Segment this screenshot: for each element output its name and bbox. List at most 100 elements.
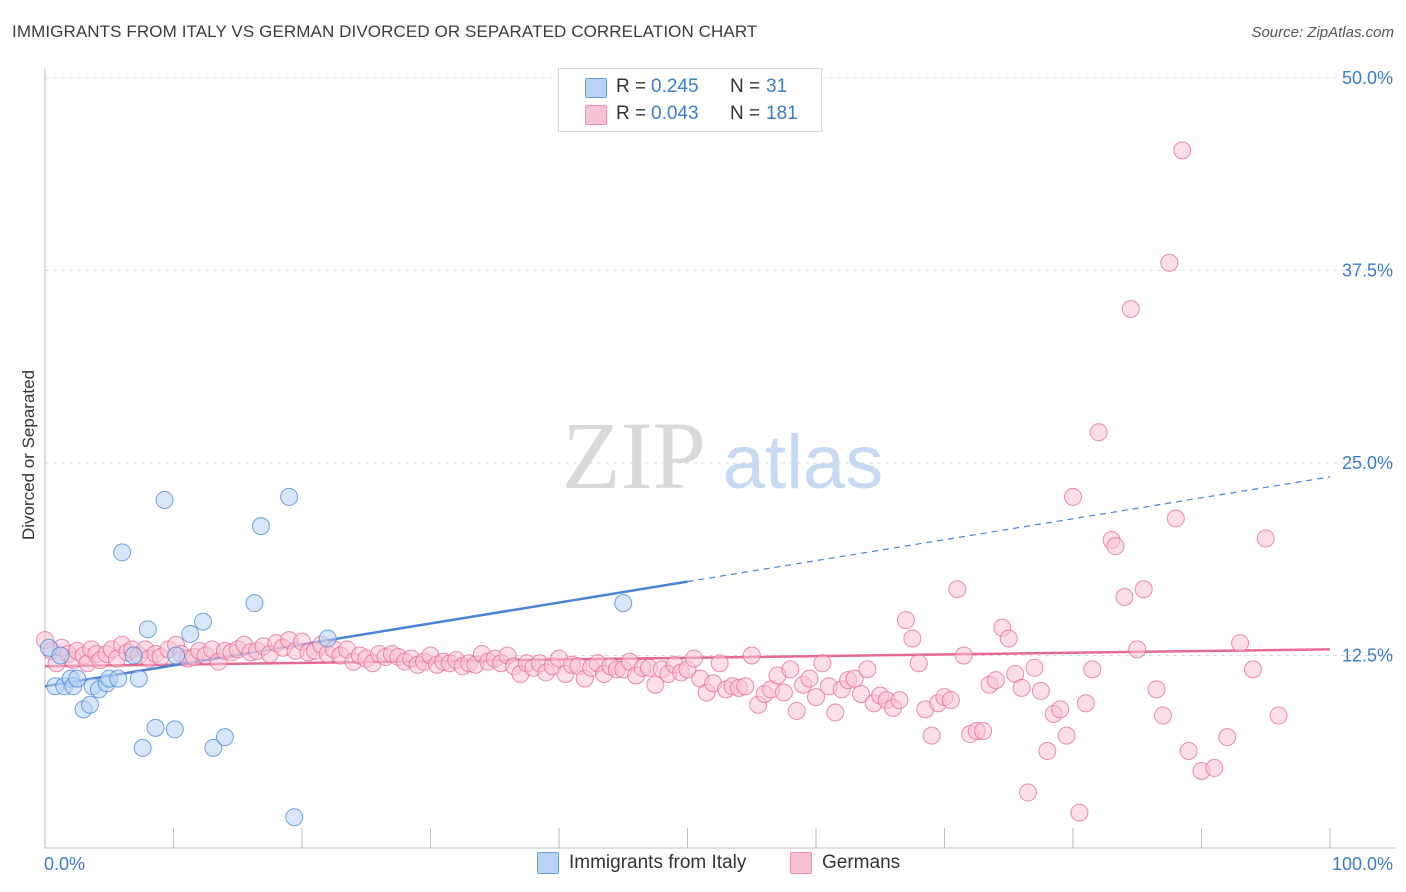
chart-title: IMMIGRANTS FROM ITALY VS GERMAN DIVORCED… — [12, 22, 758, 41]
germans-point — [684, 649, 703, 668]
germans-point — [1019, 783, 1038, 802]
germans-point — [1218, 728, 1237, 747]
legend-n-label: N = — [730, 76, 761, 97]
gridlines — [45, 77, 1395, 656]
italy-point — [181, 624, 200, 643]
italy-point — [318, 629, 337, 648]
germans-point — [1089, 423, 1108, 442]
italy-point — [138, 620, 157, 639]
italy-point — [251, 517, 270, 536]
germans-point — [1134, 580, 1153, 599]
germans-point — [1256, 529, 1275, 548]
x-tick-label-max: 100.0% — [1332, 854, 1393, 874]
germans-point — [1070, 803, 1089, 822]
italy-point — [167, 646, 186, 665]
legend-row-italy: R = 0.245 N = 31 — [559, 73, 821, 101]
germans-point — [1160, 253, 1179, 272]
italy-point — [215, 728, 234, 747]
germans-point — [800, 669, 819, 688]
axes — [44, 68, 1395, 849]
italy-point — [68, 669, 87, 688]
legend-n-value: 31 — [766, 76, 788, 97]
germans-point — [1012, 678, 1031, 697]
legend-r-label: R = — [616, 76, 647, 97]
germans-point — [1121, 300, 1140, 318]
y-tick-label: 50.0% — [1342, 68, 1393, 88]
bottom-legend-swatch-italy — [537, 852, 559, 874]
germans-point — [736, 677, 755, 696]
germans-point — [742, 646, 761, 665]
watermark-atlas: atlas — [723, 420, 884, 505]
bottom-legend-swatch-germans — [790, 852, 812, 874]
germans-point — [999, 629, 1018, 648]
germans-point — [1243, 660, 1262, 679]
italy-point — [165, 720, 184, 739]
legend-r-value: 0.043 — [651, 103, 699, 124]
germans-point — [909, 654, 928, 673]
zipatlas-watermark: ZIP atlas — [562, 402, 883, 509]
germans-point — [787, 701, 806, 720]
bottom-legend-label-germans: Germans — [822, 852, 901, 873]
germans-point — [813, 654, 832, 673]
italy-point — [204, 738, 223, 757]
italy-point — [124, 646, 143, 665]
italy-point — [146, 718, 165, 737]
germans-point — [1038, 741, 1057, 760]
italy-point — [194, 612, 213, 631]
data-points — [36, 141, 1288, 827]
germans-point — [1064, 487, 1082, 506]
y-tick-label: 37.5% — [1342, 261, 1393, 281]
germans-point — [845, 669, 864, 688]
germans-point — [1051, 700, 1070, 719]
watermark-zip: ZIP — [562, 402, 706, 509]
germans-point — [774, 683, 793, 702]
germans-point — [1173, 141, 1192, 160]
germans-point — [922, 726, 941, 745]
bottom-legend-label-italy: Immigrants from Italy — [569, 852, 747, 873]
germans-point — [851, 685, 870, 703]
italy-trend-line — [44, 580, 688, 688]
germans-point — [1269, 706, 1288, 725]
germans-point — [710, 654, 729, 673]
correlation-legend: R = 0.245 N = 31 R = 0.043 N = 181 — [558, 68, 822, 132]
germans-point — [1076, 694, 1095, 713]
germans-point — [1115, 587, 1134, 606]
italy-point — [285, 808, 304, 827]
germans-point — [1128, 640, 1147, 659]
germans-point — [1031, 681, 1050, 700]
germans-point — [890, 691, 909, 710]
germans-point — [1205, 758, 1224, 777]
italy-point — [51, 646, 70, 665]
germans-point — [781, 660, 800, 679]
germans-point — [826, 703, 845, 722]
germans-point — [1106, 537, 1125, 556]
y-axis-label: Divorced or Separated — [19, 370, 38, 540]
legend-swatch-germans — [585, 105, 607, 125]
y-tick-label: 25.0% — [1342, 453, 1393, 473]
italy-point — [614, 594, 633, 613]
italy-point — [113, 543, 132, 562]
italy-point — [155, 490, 174, 509]
germans-point — [1179, 741, 1198, 760]
legend-n-label: N = — [730, 103, 761, 124]
germans-point — [1057, 726, 1076, 745]
italy-point — [280, 487, 299, 506]
germans-point — [954, 646, 973, 665]
italy-point — [245, 594, 264, 613]
legend-r-value: 0.245 — [651, 76, 699, 97]
italy-trend-extension — [687, 476, 1331, 583]
legend-r-label: R = — [616, 103, 647, 124]
italy-point — [109, 669, 128, 688]
legend-n-value: 181 — [766, 103, 798, 124]
germans-point — [941, 691, 960, 710]
germans-point — [974, 721, 993, 740]
germans-point — [858, 660, 877, 679]
germans-point — [1025, 658, 1044, 677]
tick-labels: 12.5% 25.0% 37.5% 50.0% 0.0% 100.0% — [44, 68, 1393, 874]
germans-point — [948, 580, 967, 599]
italy-point — [80, 695, 99, 714]
germans-point — [1147, 680, 1166, 699]
legend-row-germans: R = 0.043 N = 181 — [559, 100, 821, 128]
germans-point — [1083, 660, 1102, 679]
